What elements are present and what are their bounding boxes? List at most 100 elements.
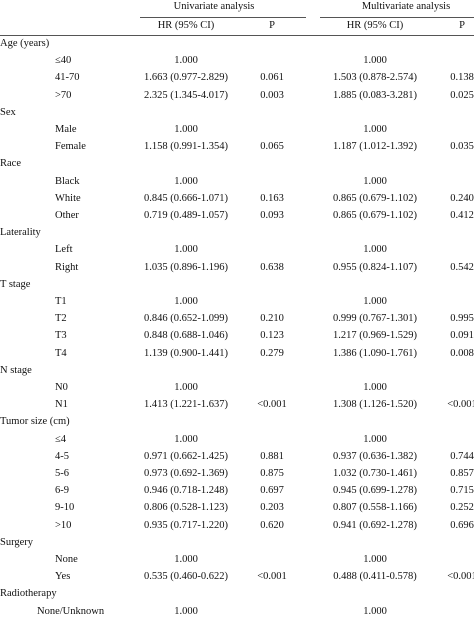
cell: 1.158 (0.991-1.354) <box>144 141 228 153</box>
row-label: >10 <box>55 519 72 531</box>
row-label: T3 <box>55 330 67 342</box>
cell: 0.620 <box>260 519 284 531</box>
row-label: Female <box>55 141 86 153</box>
cell: 1.000 <box>174 124 198 135</box>
cell: 0.845 (0.666-1.071) <box>144 192 228 204</box>
cell: 1.000 <box>363 382 387 393</box>
column-header: P <box>459 20 465 31</box>
row-group-label: Age (years) <box>0 38 50 49</box>
cell: 2.325 (1.345-4.017) <box>144 89 228 101</box>
cell: 0.857 <box>450 468 474 479</box>
cell: 1.000 <box>174 244 198 256</box>
cell: 0.946 (0.718-1.248) <box>144 485 228 497</box>
header-rule <box>140 17 306 18</box>
cell: 1.503 (0.878-2.574) <box>333 72 417 84</box>
row-group-label: T stage <box>0 278 31 290</box>
cell: 1.000 <box>174 605 198 617</box>
cell: 0.865 (0.679-1.102) <box>333 210 417 221</box>
row-label: ≤4 <box>55 433 67 445</box>
cell: 0.995 <box>450 313 474 325</box>
cell: <0.001 <box>447 571 474 583</box>
cell: <0.001 <box>257 399 287 411</box>
cell: 0.719 (0.489-1.057) <box>144 210 228 221</box>
cell: 1.139 (0.900-1.441) <box>144 347 228 359</box>
cell: 1.413 (1.221-1.637) <box>144 399 228 411</box>
cell: 1.000 <box>174 55 198 67</box>
cell: 1.000 <box>363 433 387 445</box>
row-label: Other <box>55 210 79 221</box>
cell: 0.065 <box>260 141 284 153</box>
row-label: T4 <box>55 347 67 359</box>
row-label: None <box>55 554 78 565</box>
row-label: 9-10 <box>55 502 75 514</box>
cell: 0.240 <box>450 192 474 204</box>
cell: 0.535 (0.460-0.622) <box>144 571 228 583</box>
cell: 0.035 <box>450 141 474 153</box>
row-group-label: Radiotherapy <box>0 588 57 600</box>
cell: 0.937 (0.636-1.382) <box>333 450 417 462</box>
cell: 0.279 <box>260 347 284 359</box>
cell: 1.663 (0.977-2.829) <box>144 72 228 84</box>
cell: 0.807 (0.558-1.166) <box>333 502 417 514</box>
cell: 1.035 (0.896-1.196) <box>144 261 228 273</box>
cell: 0.875 <box>260 468 284 479</box>
cell: 0.638 <box>260 261 284 273</box>
cell: 0.123 <box>260 330 284 342</box>
cell: 0.935 (0.717-1.220) <box>144 519 228 531</box>
row-label: 41-70 <box>55 72 80 84</box>
cell: 0.973 (0.692-1.369) <box>144 468 228 479</box>
cell: 1.000 <box>174 382 198 393</box>
cell: 1.000 <box>174 175 198 187</box>
cell: 0.696 <box>450 519 474 531</box>
row-group-label: Tumor size (cm) <box>0 416 70 428</box>
cell: 0.091 <box>450 330 474 342</box>
cell: 0.846 (0.652-1.099) <box>144 313 228 325</box>
cell: 0.061 <box>260 72 284 84</box>
cell: 1.000 <box>174 296 198 307</box>
cell: 1.000 <box>363 244 387 256</box>
row-label: >70 <box>55 89 72 101</box>
column-header: P <box>269 20 275 31</box>
column-header: HR (95% CI) <box>346 20 404 31</box>
row-group-label: Surgery <box>0 536 34 548</box>
cell: 0.715 <box>450 485 474 497</box>
cell: 1.000 <box>174 433 198 445</box>
cell: <0.001 <box>447 399 474 411</box>
cell: 0.945 (0.699-1.278) <box>333 485 417 497</box>
row-label: N1 <box>55 399 68 411</box>
row-label: Right <box>55 261 79 273</box>
row-label: T1 <box>55 296 67 307</box>
row-label: Left <box>55 244 73 256</box>
cell: 0.163 <box>260 192 284 204</box>
cell: 0.210 <box>260 313 284 325</box>
cell: 0.008 <box>450 347 474 359</box>
cell: 1.000 <box>363 296 387 307</box>
cell: 1.308 (1.126-1.520) <box>333 399 417 411</box>
cell: 1.386 (1.090-1.761) <box>333 347 417 359</box>
cell: 0.881 <box>260 450 284 462</box>
cell: 0.744 <box>450 450 474 462</box>
cell: 1.000 <box>363 175 387 187</box>
row-label: Black <box>55 175 80 187</box>
row-label: Yes <box>55 571 71 583</box>
row-label: 5-6 <box>55 468 69 479</box>
cell: 0.941 (0.692-1.278) <box>333 519 417 531</box>
cell: 1.000 <box>363 124 387 135</box>
cell: <0.001 <box>257 571 287 583</box>
cell: 0.955 (0.824-1.107) <box>333 261 417 273</box>
cell: 1.885 (0.083-3.281) <box>333 89 417 101</box>
row-group-label: N stage <box>0 364 32 376</box>
row-label: White <box>55 192 81 204</box>
cell: 0.488 (0.411-0.578) <box>333 571 417 583</box>
row-group-label: Sex <box>0 106 16 118</box>
cell: 0.971 (0.662-1.425) <box>144 450 228 462</box>
cell: 0.003 <box>260 89 284 101</box>
row-group-label: Race <box>0 158 21 170</box>
header-rule <box>320 17 474 18</box>
cell: 0.865 (0.679-1.102) <box>333 192 417 204</box>
cell: 1.187 (1.012-1.392) <box>333 141 417 153</box>
row-group-label: Laterality <box>0 227 41 239</box>
row-label: N0 <box>55 382 68 393</box>
cell: 0.412 <box>450 210 474 221</box>
cell: 0.203 <box>260 502 284 514</box>
